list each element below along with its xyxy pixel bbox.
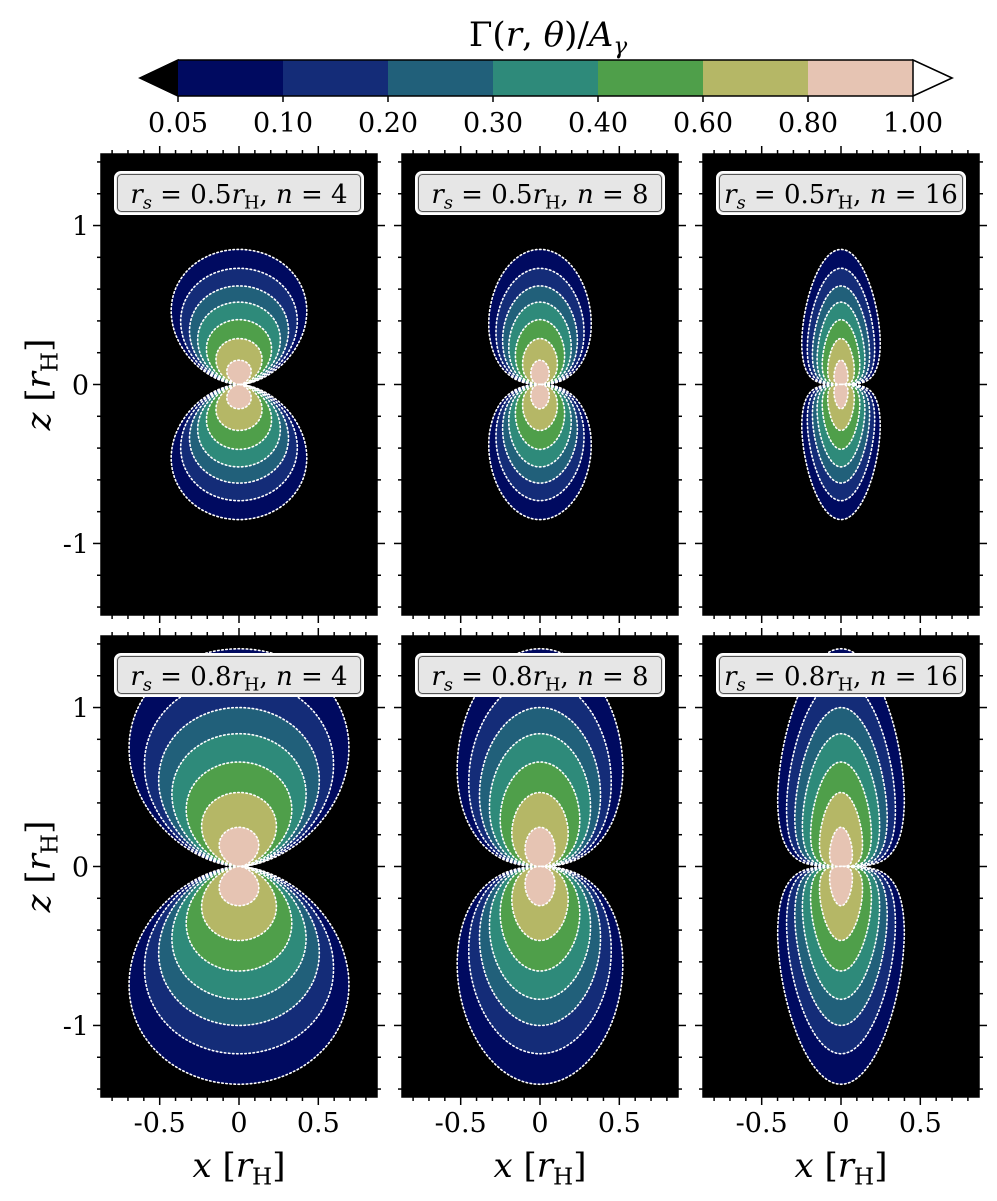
colorbar-tick-label: 0.10 [253, 108, 313, 139]
panel-label-box [415, 171, 665, 215]
colorbar-segment-4 [598, 60, 704, 96]
colorbar-tick-label: 0.80 [778, 108, 838, 139]
contour-level-0.8 [524, 826, 556, 868]
panel-label-box [114, 653, 364, 697]
x-tick-label: 0 [832, 1108, 849, 1139]
panel-label-box [114, 171, 364, 215]
colorbar-tick-label: 0.30 [463, 108, 523, 139]
contour-level-0.8 [530, 383, 550, 410]
z-tick-label: 1 [72, 212, 89, 243]
colorbar-segment-2 [388, 60, 494, 96]
colorbar-segment-6 [808, 60, 914, 96]
contour-level-0.8 [226, 383, 252, 410]
x-tick-label: 0.5 [598, 1108, 641, 1139]
x-tick-label: 0 [531, 1108, 548, 1139]
contour-level-0.8 [833, 383, 849, 410]
panel-label: rs = 0.8rH, n = 8 [431, 662, 648, 696]
z-tick-label: 1 [72, 694, 89, 725]
z-tick-label: 0 [72, 853, 89, 884]
z-tick-label: -1 [63, 1011, 89, 1042]
contour-level-0.8 [833, 359, 849, 386]
x-tick-label: -0.5 [736, 1108, 788, 1139]
panel-label-box-inner [418, 656, 662, 694]
panel-5: rs = 0.8rH, n = 8 -0.5 0 0.5 x [rH] [394, 628, 686, 1190]
colorbar-tick-label: 0.20 [358, 108, 418, 139]
contour-level-0.8 [530, 359, 550, 386]
panel-label: rs = 0.5rH, n = 8 [431, 180, 648, 214]
z-axis-label: z [rH] [19, 821, 63, 914]
panel-label-box-inner [418, 174, 662, 212]
colorbar-over-extension [912, 58, 954, 98]
x-tick-label: -0.5 [134, 1108, 186, 1139]
panel-label-box-inner [719, 656, 963, 694]
x-axis-label: x [rH] [494, 1146, 587, 1190]
panel-label-box-inner [117, 174, 361, 212]
panel-label: rs = 0.5rH, n = 16 [724, 180, 958, 214]
contour-level-0.8 [218, 826, 260, 868]
panel-4: rs = 0.8rH, n = 4 -0.5 0 0.5 x [rH] -1 0 1 z [rH… [19, 628, 385, 1190]
x-axis-label: x [rH] [795, 1146, 888, 1190]
panel-3: rs = 0.5rH, n = 16 [695, 146, 987, 623]
contour-level-0.8 [218, 865, 260, 907]
x-axis-label: x [rH] [193, 1146, 286, 1190]
colorbar-title: Γ(r, θ)/Aγ [469, 15, 628, 59]
panel-label-box-inner [117, 656, 361, 694]
panel-label-box-inner [719, 174, 963, 212]
z-tick-label: 0 [72, 371, 89, 402]
panel-label: rs = 0.8rH, n = 4 [130, 662, 347, 696]
z-axis-label: z [rH] [19, 339, 63, 432]
contour-level-0.8 [828, 826, 854, 868]
panel-2: rs = 0.5rH, n = 8 [394, 146, 686, 623]
contour-level-0.8 [828, 865, 854, 907]
x-tick-label: -0.5 [435, 1108, 487, 1139]
colorbar: 0.05 0.10 0.20 0.30 0.40 0.60 0.80 1.00 Γ(r, θ)/… [138, 15, 954, 139]
colorbar-tick-label: 0.40 [568, 108, 628, 139]
colorbar-segment-5 [703, 60, 809, 96]
x-tick-label: 0 [230, 1108, 247, 1139]
x-tick-label: 0.5 [899, 1108, 942, 1139]
panel-label: rs = 0.5rH, n = 4 [130, 180, 347, 214]
colorbar-segment-1 [283, 60, 389, 96]
panel-6: rs = 0.8rH, n = 16 -0.5 0 0.5 x [rH] [695, 628, 987, 1190]
panel-label-box [716, 653, 966, 697]
contour-level-0.8 [524, 865, 556, 907]
colorbar-tick-label: 1.00 [883, 108, 943, 139]
panel-1: rs = 0.5rH, n = 4 -1 0 1 z [rH] [19, 146, 385, 623]
colorbar-under-extension [138, 58, 179, 98]
contour-level-0.8 [226, 359, 252, 386]
panel-label: rs = 0.8rH, n = 16 [724, 662, 958, 696]
z-tick-label: -1 [63, 529, 89, 560]
colorbar-tick-label: 0.60 [673, 108, 733, 139]
colorbar-tick-label: 0.05 [148, 108, 208, 139]
colorbar-segment-0 [178, 60, 284, 96]
x-tick-label: 0.5 [297, 1108, 340, 1139]
panel-label-box [415, 653, 665, 697]
colorbar-segment-3 [493, 60, 599, 96]
panel-label-box [716, 171, 966, 215]
